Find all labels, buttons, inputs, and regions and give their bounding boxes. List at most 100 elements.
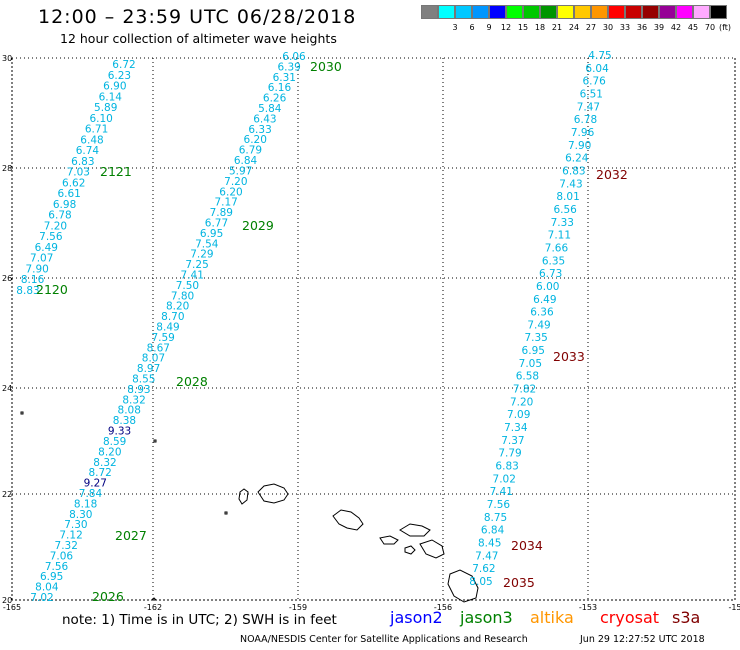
colorbar-swatch (540, 5, 557, 19)
track-2030-value: 7.29 (190, 249, 213, 261)
track-2032-value: 6.49 (533, 294, 556, 306)
track-2030-value: 8.20 (166, 301, 189, 313)
colorbar-label: 70 (704, 23, 716, 32)
track-2121-value: 6.23 (108, 70, 131, 82)
track-id-label: 2121 (100, 164, 132, 179)
colorbar-swatch (438, 5, 455, 19)
track-2032-value: 7.05 (519, 358, 542, 370)
track-2030-value: 7.41 (181, 269, 204, 281)
track-2030-value: 8.97 (137, 363, 160, 375)
colorbar-swatch (710, 5, 727, 19)
track-2030-value: 7.56 (45, 561, 69, 573)
track-2032-value: 7.62 (472, 563, 495, 575)
track-2032-value: 7.43 (559, 178, 582, 190)
track-2032-value: 6.83 (495, 461, 518, 473)
track-2030-value: 6.79 (239, 145, 262, 157)
track-2030-value: 8.70 (161, 311, 184, 323)
track-2032-value: 6.56 (553, 204, 577, 216)
track-2121-value: 7.20 (44, 220, 67, 232)
track-2030-value: 6.43 (253, 113, 276, 125)
track-2032-value: 7.49 (527, 319, 550, 331)
track-id-label: 2033 (553, 349, 585, 364)
track-2032-value: 7.09 (507, 409, 530, 421)
track-id-label: 2034 (511, 538, 543, 553)
track-2030-value: 6.95 (200, 228, 223, 240)
track-2032-value: 6.76 (582, 76, 606, 88)
lon-tick-label: -159 (289, 603, 307, 612)
track-2032-value: 7.96 (571, 127, 595, 139)
track-2030-value: 6.77 (205, 217, 228, 229)
track-2121-value: 8.16 (21, 274, 45, 286)
island-outline (419, 539, 445, 559)
colorbar-label: 12 (500, 23, 512, 32)
colorbar-swatch (659, 5, 676, 19)
legend-jason2: jason2 (390, 608, 443, 627)
track-2030-value: 7.20 (224, 176, 247, 188)
lat-tick-label: 24 (2, 384, 12, 393)
track-2030-value: 8.08 (118, 405, 141, 417)
track-2032-value: 7.47 (475, 550, 498, 562)
legend-s3a: s3a (672, 608, 701, 627)
track-2121-value: 6.71 (85, 124, 108, 136)
lat-tick-label: 20 (2, 596, 12, 605)
track-2030-value: 7.59 (151, 332, 174, 344)
island-outline (150, 597, 158, 601)
track-2030-value: 7.12 (59, 530, 82, 542)
track-2032-value: 6.35 (542, 255, 565, 267)
track-2032-value: 7.37 (501, 435, 524, 447)
colorbar-label: 33 (619, 23, 631, 32)
island-outline (238, 488, 249, 505)
track-2032-value: 7.90 (568, 140, 591, 152)
track-2030-value: 6.84 (234, 155, 258, 167)
track-2032-value: 7.20 (510, 396, 533, 408)
colorbar-swatch (642, 5, 659, 19)
colorbar-swatch (472, 5, 489, 19)
track-2121-value: 6.74 (76, 145, 100, 157)
track-2121-value: 5.89 (94, 102, 117, 114)
lon-tick-label: -153 (579, 603, 597, 612)
track-2032-value: 4.75 (588, 50, 611, 62)
track-2030-value: 6.16 (268, 82, 292, 94)
track-id-label: 2026 (92, 589, 124, 604)
track-2030-value: 9.27 (84, 478, 107, 490)
colorbar-swatch (693, 5, 710, 19)
track-2032-value: 6.73 (539, 268, 562, 280)
track-2121-value: 7.07 (30, 253, 53, 265)
track-2030-value: 5.97 (229, 165, 252, 177)
colorbar-swatch (591, 5, 608, 19)
track-2030-value: 7.80 (171, 290, 194, 302)
island-outline (224, 511, 228, 515)
track-2032-value: 6.24 (565, 153, 589, 165)
island-outline (332, 509, 364, 531)
track-2032-value: 7.56 (487, 499, 511, 511)
track-2121-value: 6.90 (103, 81, 126, 93)
track-2032-value: 7.79 (498, 448, 521, 460)
island-outline (399, 523, 431, 537)
track-2030-value: 7.89 (210, 207, 233, 219)
legend-altika: altika (530, 608, 574, 627)
track-2032-value: 6.83 (562, 165, 585, 177)
track-id-label: 2028 (176, 374, 208, 389)
track-2032-value: 6.00 (536, 281, 559, 293)
track-2032-value: 7.41 (490, 486, 513, 498)
track-2032-value: 7.02 (493, 473, 516, 485)
lat-tick-label: 26 (2, 274, 12, 283)
lon-tick-label: -156 (434, 603, 452, 612)
track-2032-value: 7.33 (551, 217, 574, 229)
track-2030-value: 8.30 (69, 509, 92, 521)
track-2032-value: 6.04 (585, 63, 609, 75)
lon-tick-label: -15 (728, 603, 740, 612)
track-2121-value: 7.56 (39, 231, 63, 243)
track-id-label: 2030 (310, 59, 342, 74)
track-2030-value: 8.32 (122, 394, 145, 406)
track-2030-value: 6.39 (277, 61, 300, 73)
lat-tick-label: 30 (2, 54, 12, 63)
track-2032-value: 6.51 (580, 88, 603, 100)
track-2030-value: 8.72 (88, 467, 111, 479)
track-2121-value: 6.78 (48, 210, 71, 222)
track-2030-value: 6.20 (244, 134, 267, 146)
lon-tick-label: -165 (3, 603, 21, 612)
track-2030-value: 8.59 (103, 436, 126, 448)
track-2030-value: 6.33 (248, 124, 271, 136)
colorbar-label: 15 (517, 23, 529, 32)
